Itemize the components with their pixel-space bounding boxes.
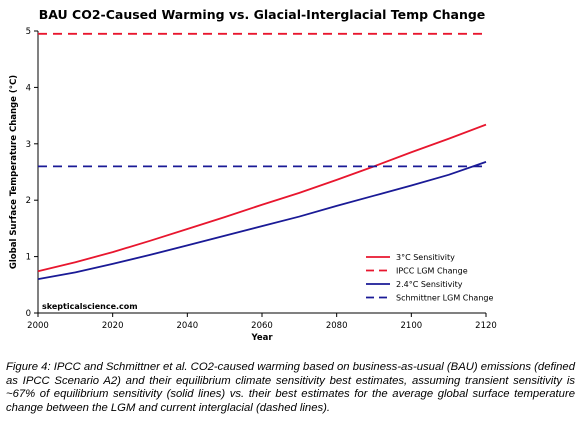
x-tick-label: 2120 bbox=[475, 321, 497, 331]
x-axis-label: Year bbox=[250, 333, 273, 343]
legend-label: Schmittner LGM Change bbox=[396, 294, 493, 303]
axis-ticks: 0 1 2 3 4 5 2000 2020 2040 2060 2080 2100 2120 bbox=[26, 27, 497, 331]
watermark: skepticalscience.com bbox=[42, 302, 138, 311]
y-tick-label: 4 bbox=[26, 83, 31, 93]
x-tick-label: 2000 bbox=[27, 321, 49, 331]
y-tick-label: 5 bbox=[26, 27, 31, 37]
x-tick-label: 2020 bbox=[102, 321, 124, 331]
y-tick-label: 0 bbox=[26, 309, 31, 319]
x-tick-label: 2100 bbox=[401, 321, 423, 331]
chart: BAU CO2-Caused Warming vs. Glacial-Inter… bbox=[9, 7, 497, 343]
legend-label: 2.4°C Sensitivity bbox=[396, 280, 463, 289]
y-axis-label: Global Surface Temperature Change (°C) bbox=[9, 75, 19, 269]
series-layer bbox=[37, 32, 487, 281]
series-line-2-4-c-sensitivity bbox=[37, 160, 487, 281]
y-tick-label: 1 bbox=[26, 253, 31, 263]
x-tick-label: 2060 bbox=[251, 321, 273, 331]
chart-title: BAU CO2-Caused Warming vs. Glacial-Inter… bbox=[39, 7, 486, 22]
legend-label: 3°C Sensitivity bbox=[396, 253, 455, 262]
y-tick-label: 3 bbox=[26, 140, 31, 150]
x-tick-label: 2080 bbox=[326, 321, 348, 331]
figure-caption: Figure 4: IPCC and Schmittner et al. CO2… bbox=[6, 361, 575, 414]
legend-label: IPCC LGM Change bbox=[396, 267, 468, 276]
legend: 3°C Sensitivity IPCC LGM Change 2.4°C Sens… bbox=[366, 253, 493, 303]
series-line-3-c-sensitivity bbox=[37, 123, 487, 273]
y-tick-label: 2 bbox=[26, 196, 31, 206]
x-tick-label: 2040 bbox=[177, 321, 199, 331]
